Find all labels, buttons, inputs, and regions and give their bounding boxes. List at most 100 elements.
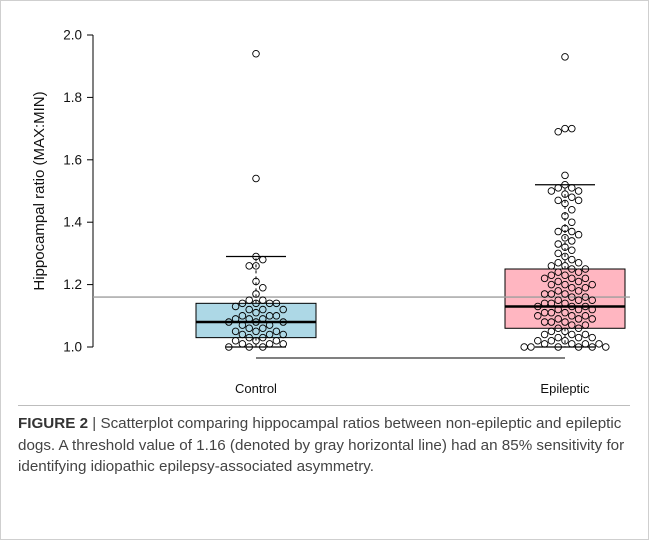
data-point [574, 196, 583, 205]
data-point [602, 343, 610, 351]
data-point [547, 262, 556, 270]
data-point [568, 237, 576, 245]
data-point [259, 324, 267, 333]
data-point [238, 299, 247, 308]
data-point [279, 318, 287, 326]
data-point [561, 224, 569, 233]
data-point [568, 340, 576, 348]
data-point [561, 190, 569, 198]
data-point [540, 290, 549, 298]
x-tick-label: Epileptic [540, 381, 590, 396]
y-tick-label: 1.6 [63, 152, 82, 167]
data-point [568, 246, 576, 255]
data-point [225, 343, 233, 351]
data-point [574, 277, 583, 286]
data-point [574, 324, 583, 333]
iqr-box [195, 302, 317, 339]
data-point [574, 296, 583, 304]
data-point [245, 324, 253, 333]
data-point [568, 293, 576, 301]
data-point [272, 327, 281, 336]
data-point [259, 255, 267, 264]
data-point [554, 333, 562, 342]
data-point [272, 337, 281, 345]
data-point [245, 315, 253, 323]
data-point [527, 343, 535, 351]
data-point [561, 252, 569, 261]
x-tick-label: Control [235, 381, 277, 396]
data-point [581, 302, 590, 311]
data-point [554, 249, 562, 258]
data-point [581, 274, 590, 283]
data-point [574, 305, 583, 314]
data-point [561, 181, 569, 189]
data-point [574, 259, 583, 267]
y-axis-label: Hippocampal ratio (MAX:MIN) [31, 91, 48, 290]
data-point [265, 340, 274, 348]
data-point [259, 333, 267, 342]
y-tick-label: 1.0 [63, 340, 82, 355]
data-point [568, 312, 576, 320]
data-point [272, 299, 281, 308]
caption-separator: | [88, 415, 101, 432]
y-tick-label: 1.8 [63, 90, 82, 105]
data-point [561, 212, 569, 220]
data-point [225, 318, 233, 326]
data-point [231, 302, 240, 311]
data-point [272, 312, 281, 320]
data-point [561, 262, 569, 270]
data-point [568, 265, 576, 273]
data-point [252, 49, 260, 58]
data-point [547, 337, 556, 345]
data-point [540, 308, 549, 317]
data-point [554, 277, 562, 286]
data-point [554, 343, 562, 351]
data-point [568, 218, 576, 226]
data-point [574, 268, 583, 276]
data-point [245, 262, 253, 270]
figure-caption: FIGURE 2 | Scatterplot comparing hippoca… [18, 413, 630, 478]
data-point [540, 274, 549, 283]
data-point [588, 343, 596, 351]
data-point [588, 315, 596, 323]
data-point [554, 287, 562, 295]
data-point [568, 274, 576, 283]
data-point [561, 280, 569, 289]
data-point [238, 340, 247, 348]
y-tick-label: 1.2 [63, 277, 82, 292]
data-point [581, 293, 590, 301]
data-point [561, 234, 569, 242]
data-point [574, 230, 583, 239]
data-point [238, 330, 247, 339]
data-point [554, 296, 562, 304]
data-point [554, 268, 562, 276]
data-point [568, 302, 576, 311]
data-point [554, 240, 562, 248]
data-point [588, 305, 596, 314]
data-point [252, 252, 260, 261]
data-point [581, 340, 590, 348]
data-point [245, 305, 253, 314]
data-point [561, 318, 569, 326]
data-point [534, 337, 542, 345]
data-point [279, 305, 287, 314]
data-point [265, 330, 274, 339]
data-point [554, 305, 562, 314]
data-point [568, 184, 576, 192]
data-point [574, 187, 583, 195]
data-point [540, 299, 549, 308]
data-point [520, 343, 528, 351]
data-point [540, 340, 549, 348]
data-point [554, 259, 562, 267]
data-point [574, 333, 583, 342]
y-tick-label: 1.4 [63, 215, 82, 230]
data-point [259, 305, 267, 314]
data-point [568, 193, 576, 201]
data-point [561, 308, 569, 317]
data-point [231, 315, 240, 323]
data-point [595, 340, 603, 348]
data-point [561, 53, 569, 61]
data-point [574, 315, 583, 323]
data-point [245, 343, 253, 351]
data-point [561, 199, 569, 208]
